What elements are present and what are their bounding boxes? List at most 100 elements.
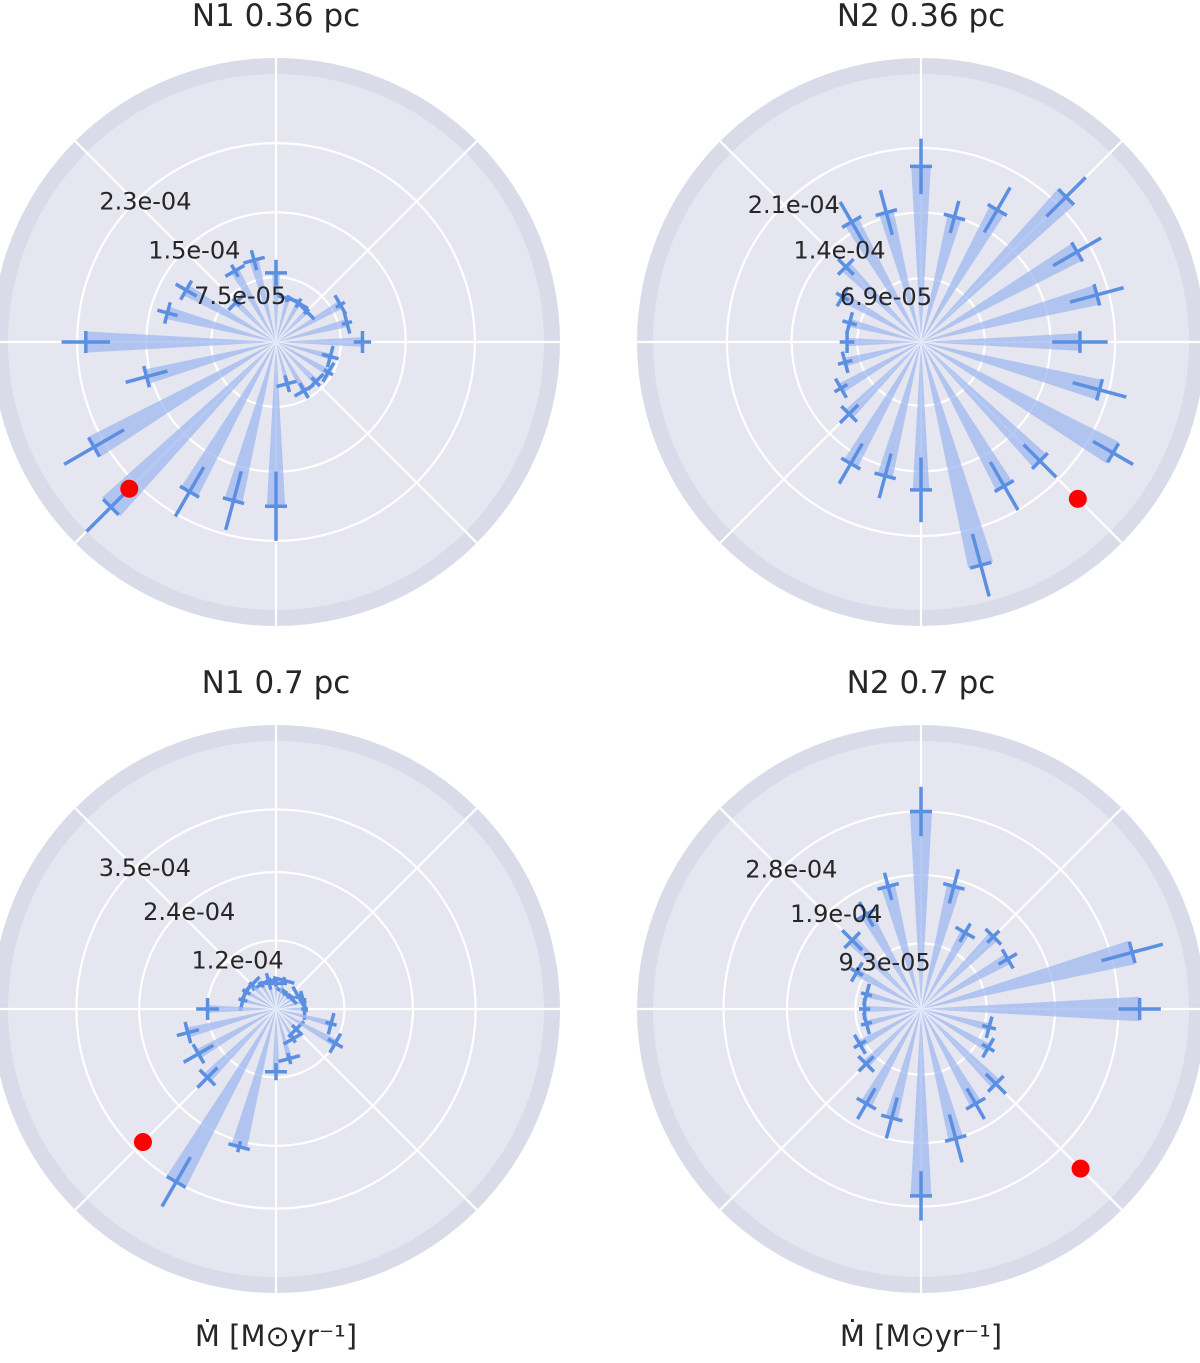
theta-gridline (74, 807, 277, 1010)
bar-wedge (276, 1009, 295, 1040)
value-cap (845, 311, 855, 334)
value-cap (179, 484, 200, 499)
x-axis-label: Ṁ [M⊙yr⁻¹] (195, 1319, 357, 1353)
value-cap (299, 990, 309, 1013)
bar-wedge (276, 1009, 338, 1047)
bar-wedge (861, 1009, 921, 1107)
theta-gridline (275, 140, 478, 343)
value-cap (342, 311, 352, 335)
bar-wedge (196, 1009, 276, 1059)
bar-wedge (224, 342, 276, 503)
value-cap (326, 1012, 336, 1035)
bar-wedge (88, 342, 277, 458)
bar-wedge (165, 306, 276, 342)
polar-panel-4: 9.3e-05 1.9e-04 2.8e-04 N2 0.7 pc Ṁ [M⊙yr⁻¹] (637, 665, 1200, 1353)
bar-wedge (181, 342, 276, 497)
bar-wedge (921, 1009, 963, 1141)
bar-wedge (274, 983, 278, 1009)
bar-wedge (854, 968, 921, 1009)
value-cap (198, 1068, 217, 1087)
bar-wedge (921, 333, 1080, 351)
bar-wedge (276, 342, 332, 360)
bar-wedge (276, 1009, 293, 1060)
r-tick-label: 9.3e-05 (839, 949, 931, 977)
bar-wedge (921, 189, 1074, 342)
bar-wedge (231, 268, 276, 342)
value-cap (274, 986, 296, 1001)
bar-wedge (921, 1009, 991, 1052)
bar-wedge (861, 911, 921, 1009)
r-tick-label: 1.4e-04 (793, 237, 885, 265)
value-cap (965, 1096, 987, 1111)
bar-wedge (86, 331, 276, 353)
bar-wedge (921, 342, 1102, 400)
bar-wedge (864, 1005, 921, 1013)
bar-wedge (921, 996, 1140, 1022)
bar-wedge (276, 342, 318, 384)
r-tick-label: 7.5e-05 (194, 282, 286, 310)
bar-wedge (921, 932, 998, 1009)
value-cap (852, 1033, 867, 1055)
value-cap (224, 263, 246, 278)
bar-wedge (879, 210, 921, 342)
bar-wedge (847, 337, 921, 347)
bar-wedge (234, 300, 276, 342)
bar-wedge (921, 1009, 981, 1107)
panel-title: N1 0.36 pc (192, 0, 360, 34)
value-cap (984, 927, 1003, 946)
value-cap (969, 560, 992, 570)
value-cap (986, 1074, 1005, 1093)
value-cap (880, 1113, 903, 1123)
panel-title: N1 0.7 pc (202, 665, 351, 701)
bar-wedge (203, 1009, 276, 1082)
value-cap (325, 345, 335, 368)
bar-wedge (276, 342, 307, 393)
bar-wedge (910, 1009, 932, 1196)
bar-wedge (276, 301, 301, 342)
bar-wedge (921, 243, 1082, 342)
value-cap (333, 294, 348, 316)
value-cap (1127, 941, 1137, 964)
bar-wedge (921, 954, 1011, 1009)
bar-wedge (272, 1009, 280, 1072)
value-cap (1106, 442, 1121, 464)
value-cap (227, 293, 246, 312)
bar-wedge (144, 342, 276, 384)
bar-wedge (858, 1009, 921, 1048)
bar-wedge (921, 940, 1136, 1009)
value-cap (861, 1012, 872, 1035)
value-cap (291, 985, 306, 1007)
value-cap (993, 479, 1015, 494)
bar-wedge (276, 979, 286, 1009)
value-cap (1000, 948, 1015, 970)
r-tick-label: 3.5e-04 (99, 854, 191, 882)
bar-wedge (276, 342, 331, 376)
x-axis-label: Ṁ [M⊙yr⁻¹] (840, 1319, 1002, 1353)
bar-wedge (166, 1009, 276, 1188)
value-cap (276, 294, 299, 304)
value-cap (1092, 283, 1102, 306)
value-cap (162, 301, 172, 324)
bar-wedge (841, 262, 921, 342)
panel-title: N2 0.36 pc (837, 0, 1005, 34)
bar-wedge (844, 342, 921, 468)
bar-wedge (844, 342, 921, 367)
bar-wedge (276, 298, 291, 342)
bar-wedge (276, 1009, 332, 1027)
bar-wedge (921, 884, 961, 1009)
bar-wedge (249, 259, 276, 342)
red-marker (1068, 489, 1087, 508)
bar-wedge (276, 1009, 298, 1031)
bar-wedge (276, 309, 309, 342)
bar-wedge (921, 1009, 991, 1032)
value-cap (282, 1031, 304, 1046)
bar-wedge (272, 272, 280, 342)
value-cap (981, 1037, 996, 1059)
bar-wedge (186, 1009, 276, 1038)
value-cap (836, 257, 855, 276)
bar-wedge (276, 992, 286, 1009)
value-cap (328, 1032, 343, 1054)
red-marker (1071, 1159, 1090, 1178)
r-tick-label: 2.8e-04 (745, 855, 837, 883)
value-cap (843, 931, 862, 950)
